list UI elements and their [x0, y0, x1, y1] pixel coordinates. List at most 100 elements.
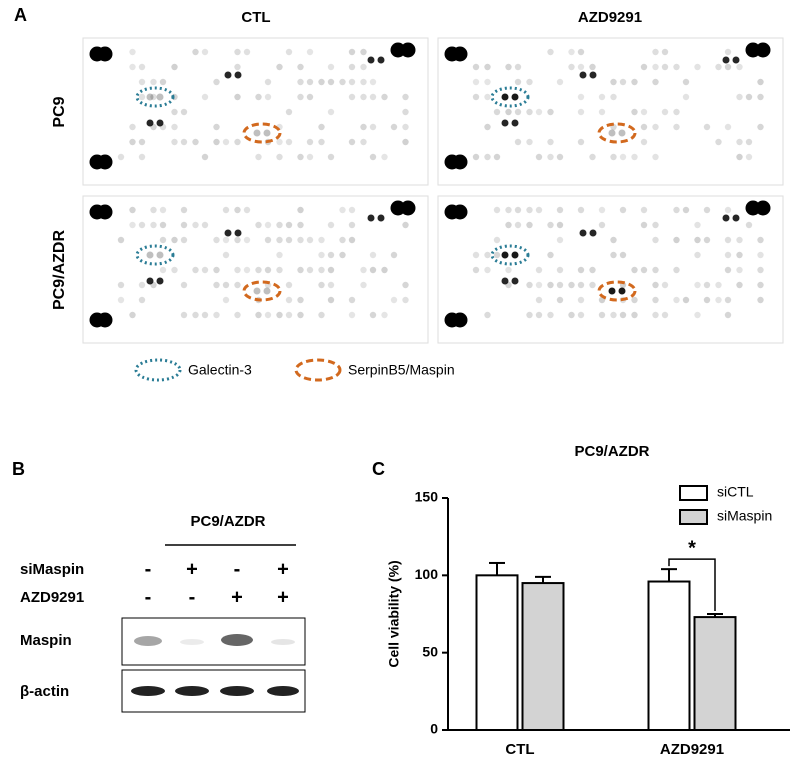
spot [505, 63, 512, 71]
sign: + [186, 558, 198, 580]
spot [369, 123, 377, 131]
spot [511, 277, 519, 285]
spot [568, 281, 575, 289]
spot [276, 236, 283, 244]
spot [526, 78, 533, 86]
spot [501, 119, 509, 127]
spot [610, 311, 617, 319]
spot [673, 266, 680, 274]
spot [493, 236, 501, 244]
spot [598, 221, 606, 229]
spot [213, 266, 220, 274]
spot [318, 78, 325, 86]
spot [577, 296, 585, 304]
spot [682, 93, 690, 101]
spot [306, 236, 314, 244]
spot [402, 296, 409, 304]
spot [556, 78, 564, 86]
spot [222, 251, 230, 259]
spot [501, 251, 509, 259]
spot [255, 266, 262, 274]
spot [579, 229, 587, 237]
spot [589, 281, 596, 289]
spot [556, 236, 564, 244]
spot [213, 281, 220, 289]
spot [234, 138, 241, 146]
legend-label: Galectin-3 [188, 362, 252, 378]
galectin-3-circle [135, 86, 175, 108]
spot [234, 206, 241, 214]
spot [297, 63, 304, 71]
spot [547, 221, 554, 229]
spot [577, 206, 585, 214]
spot [757, 78, 764, 86]
spot [318, 251, 325, 259]
spot [631, 78, 638, 86]
condition-label: AZD9291 [20, 589, 84, 606]
spot [526, 138, 533, 146]
spot [156, 277, 164, 285]
bar [647, 580, 691, 732]
spot [757, 236, 764, 244]
spot [715, 296, 722, 304]
spot [348, 311, 356, 319]
spot [514, 221, 522, 229]
spot [631, 153, 638, 161]
spot [129, 311, 136, 319]
spot [306, 266, 314, 274]
spot [222, 236, 230, 244]
spot [703, 281, 711, 289]
spot [484, 311, 491, 319]
band [267, 686, 299, 696]
reference-spot [452, 46, 468, 62]
spot [253, 287, 261, 295]
spot [234, 281, 241, 289]
spot [318, 266, 325, 274]
spot [505, 108, 512, 116]
spot [327, 266, 335, 274]
spot [285, 281, 293, 289]
spot [129, 221, 136, 229]
spot [722, 56, 730, 64]
spot [360, 63, 367, 71]
legend-label: siMaspin [717, 508, 772, 524]
spot [234, 266, 241, 274]
spot [234, 229, 242, 237]
spot [171, 63, 178, 71]
spot [736, 266, 743, 274]
legend-swatch [134, 358, 182, 382]
spot [511, 251, 519, 259]
spot [703, 206, 711, 214]
maspin-circle [242, 122, 282, 144]
spot [276, 311, 283, 319]
spot [243, 206, 251, 214]
spot [224, 71, 232, 79]
spot [213, 78, 220, 86]
spot [505, 206, 512, 214]
spot [381, 266, 388, 274]
spot [556, 221, 564, 229]
spot [390, 296, 398, 304]
spot [484, 266, 491, 274]
spot [327, 108, 335, 116]
spot [377, 214, 385, 222]
spot [138, 153, 146, 161]
condition-signs: - + - + - - + + [145, 558, 289, 608]
spot [724, 251, 732, 259]
spot [661, 281, 669, 289]
spot [484, 78, 491, 86]
spot [285, 221, 293, 229]
galectin-3-circle [490, 86, 530, 108]
reference-spot [400, 42, 416, 58]
spot [171, 236, 178, 244]
spot [171, 123, 178, 131]
spot [757, 296, 764, 304]
spot [234, 93, 241, 101]
spot [402, 123, 409, 131]
spot [736, 236, 743, 244]
spot [360, 138, 367, 146]
panel-letter: A [14, 5, 27, 25]
spot [159, 206, 167, 214]
spot [180, 138, 188, 146]
spot [327, 251, 335, 259]
